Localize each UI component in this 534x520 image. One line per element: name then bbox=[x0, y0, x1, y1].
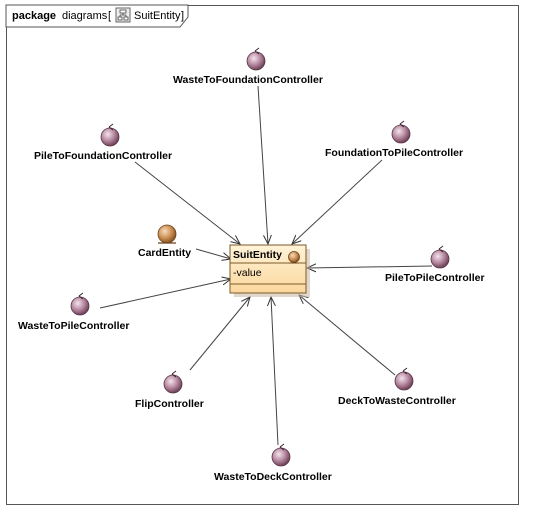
control-icon bbox=[430, 249, 450, 269]
dep-card-entity bbox=[195, 248, 231, 259]
control-icon bbox=[100, 127, 120, 147]
card-entity-node[interactable]: CardEntity bbox=[138, 224, 191, 259]
entity-stereotype-icon bbox=[288, 251, 300, 263]
card-entity-label: CardEntity bbox=[138, 247, 191, 259]
dep-waste-to-deck bbox=[271, 297, 279, 446]
control-icon bbox=[271, 447, 291, 467]
control-icon bbox=[246, 51, 266, 71]
controller-waste-to-foundation[interactable]: WasteToFoundationController bbox=[173, 47, 323, 86]
controller-waste-to-deck[interactable]: WasteToDeckController bbox=[214, 443, 332, 483]
frame-kind: diagrams bbox=[62, 10, 108, 22]
frame-diagram-name: SuitEntity bbox=[134, 10, 181, 22]
dep-pile-to-foundation bbox=[134, 161, 240, 244]
controller-label: PileToPileController bbox=[385, 272, 485, 284]
control-icon bbox=[394, 371, 414, 391]
controller-label: DeckToWasteController bbox=[338, 395, 456, 407]
frame-bracket-close: ] bbox=[181, 10, 184, 22]
controller-label: WasteToDeckController bbox=[214, 471, 332, 483]
controller-label: WasteToFoundationController bbox=[173, 74, 323, 86]
frame-keyword: package bbox=[12, 10, 56, 22]
class-diagram-icon bbox=[115, 7, 131, 23]
controller-label: WasteToPileController bbox=[18, 320, 129, 332]
suit-entity-class[interactable]: SuitEntity -value bbox=[229, 244, 310, 297]
dep-flip bbox=[189, 297, 250, 371]
controller-label: FlipController bbox=[135, 398, 204, 410]
dep-waste-to-foundation bbox=[257, 85, 268, 244]
controller-deck-to-waste[interactable]: DeckToWasteController bbox=[338, 367, 456, 407]
controller-foundation-to-pile[interactable]: FoundationToPileController bbox=[325, 120, 463, 159]
class-attribute: -value bbox=[233, 267, 262, 279]
dep-foundation-to-pile bbox=[292, 159, 383, 244]
controller-label: FoundationToPileController bbox=[325, 147, 463, 159]
dep-pile-to-pile bbox=[307, 266, 433, 268]
controller-waste-to-pile[interactable]: WasteToPileController bbox=[18, 292, 129, 332]
controller-pile-to-pile[interactable]: PileToPileController bbox=[385, 245, 485, 284]
control-icon bbox=[391, 124, 411, 144]
class-name: SuitEntity bbox=[233, 249, 282, 261]
controller-pile-to-foundation[interactable]: PileToFoundationController bbox=[34, 123, 172, 162]
dep-deck-to-waste bbox=[299, 295, 396, 376]
entity-icon bbox=[157, 224, 177, 244]
controller-flip[interactable]: FlipController bbox=[135, 370, 204, 410]
control-icon bbox=[70, 296, 90, 316]
controller-label: PileToFoundationController bbox=[34, 150, 172, 162]
frame-bracket-open: [ bbox=[108, 10, 111, 22]
frame-tab bbox=[5, 4, 189, 28]
dependencies bbox=[99, 85, 433, 446]
dep-waste-to-pile bbox=[99, 279, 231, 309]
control-icon bbox=[163, 374, 183, 394]
